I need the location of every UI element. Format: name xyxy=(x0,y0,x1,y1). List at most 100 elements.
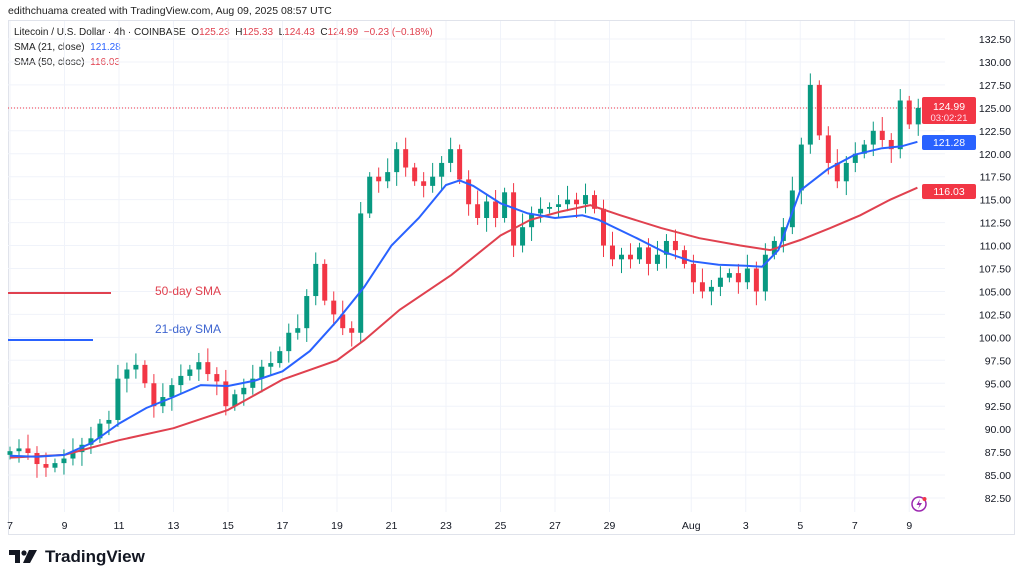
candle-body xyxy=(879,130,885,140)
alert-icon[interactable] xyxy=(911,496,927,512)
candle xyxy=(187,364,193,381)
candle xyxy=(376,167,382,193)
candle xyxy=(412,162,418,186)
candle-body xyxy=(798,144,804,191)
chart-frame xyxy=(8,20,1015,535)
candle-body xyxy=(897,100,903,150)
candle xyxy=(609,231,615,267)
candle-body xyxy=(708,286,714,292)
candle xyxy=(322,259,328,306)
candle-body xyxy=(178,375,184,386)
candle xyxy=(457,144,463,185)
tradingview-logo[interactable]: TradingView xyxy=(9,547,145,567)
symbol-title[interactable]: Litecoin / U.S. Dollar · 4h · COINBASE xyxy=(14,27,186,38)
candle-body xyxy=(915,107,921,125)
candle-body xyxy=(7,451,13,455)
candle-body xyxy=(142,364,148,384)
price-axis[interactable]: 132.50 130.00 127.50 125.00 122.50 120.00 117.… xyxy=(979,34,1011,505)
candle-body xyxy=(52,463,58,468)
candle xyxy=(852,142,858,173)
candle xyxy=(726,268,732,283)
candle xyxy=(250,364,256,395)
candle-body xyxy=(816,84,822,136)
candle-body xyxy=(565,199,571,205)
candle xyxy=(358,201,364,342)
candle-body xyxy=(834,162,840,182)
candle xyxy=(52,458,58,473)
candle-body xyxy=(583,195,589,205)
price-tick-label: 130.00 xyxy=(979,57,1011,69)
candle xyxy=(520,213,526,253)
price-tick-label: 97.50 xyxy=(985,355,1011,367)
candle-body xyxy=(304,296,310,329)
candle-body xyxy=(376,176,382,182)
candle-body xyxy=(906,100,912,125)
low-value: 124.43 xyxy=(284,27,315,38)
price-tick-label: 117.50 xyxy=(980,172,1011,184)
candle-body xyxy=(825,135,831,163)
candle-body xyxy=(538,208,544,214)
candle xyxy=(34,446,40,478)
date-tick-label: 27 xyxy=(549,520,561,532)
candle xyxy=(259,359,265,393)
sma21-legend[interactable]: SMA (21, close) 121.28 xyxy=(14,40,433,55)
candle xyxy=(178,364,184,395)
tradingview-wordmark: TradingView xyxy=(45,547,145,566)
legend-annotation-sma21: 21-day SMA xyxy=(8,322,221,341)
candle xyxy=(466,170,472,216)
candle-body xyxy=(79,444,85,453)
candle xyxy=(906,95,912,129)
candle xyxy=(430,162,436,193)
candle-body xyxy=(556,204,562,207)
date-tick-label: 23 xyxy=(440,520,452,532)
candle xyxy=(708,279,714,306)
candle-body xyxy=(493,201,499,219)
date-tick-label: 9 xyxy=(906,520,912,532)
candle-body xyxy=(25,448,31,454)
candle-body xyxy=(340,314,346,329)
candle-body xyxy=(609,245,615,260)
candle xyxy=(88,426,94,454)
candle xyxy=(879,117,885,147)
candle-body xyxy=(322,263,328,301)
candle xyxy=(133,353,139,379)
candle xyxy=(214,367,220,396)
candle xyxy=(565,185,571,212)
candles xyxy=(7,73,921,478)
candle-body xyxy=(115,378,121,420)
date-tick-label: 17 xyxy=(277,520,289,532)
date-tick-label: 25 xyxy=(495,520,507,532)
candle xyxy=(654,240,660,271)
candle xyxy=(304,289,310,342)
date-tick-label: 19 xyxy=(331,520,343,532)
sma50-legend[interactable]: SMA (50, close) 116.03 xyxy=(14,55,433,70)
candle xyxy=(493,190,499,228)
candle-body xyxy=(403,149,409,168)
date-tick-label: 7 xyxy=(7,520,13,532)
candle xyxy=(574,192,580,219)
candle-body xyxy=(466,179,472,205)
candle xyxy=(547,202,553,214)
candle-body xyxy=(421,181,427,186)
candle xyxy=(196,352,202,381)
candle xyxy=(663,234,669,269)
sma21-line xyxy=(9,140,918,458)
legend-annotation-sma50: 50-day SMA xyxy=(8,284,221,298)
candle-body xyxy=(358,213,364,333)
date-tick-label: Aug xyxy=(682,520,701,532)
time-axis[interactable]: 7 9 11 13 15 17 19 21 23 25 27 29 Aug 3 5 7 9 xyxy=(7,520,912,532)
candle xyxy=(816,80,822,140)
candle-body xyxy=(214,374,220,382)
candle-body xyxy=(34,453,40,465)
candle-body xyxy=(70,452,76,459)
candle-body xyxy=(232,394,238,407)
candle xyxy=(618,247,624,274)
candle xyxy=(681,245,687,269)
grid xyxy=(8,21,945,512)
candle xyxy=(349,321,355,347)
date-tick-label: 29 xyxy=(604,520,616,532)
date-tick-label: 9 xyxy=(62,520,68,532)
candle xyxy=(169,378,175,411)
candle-body xyxy=(762,254,768,292)
